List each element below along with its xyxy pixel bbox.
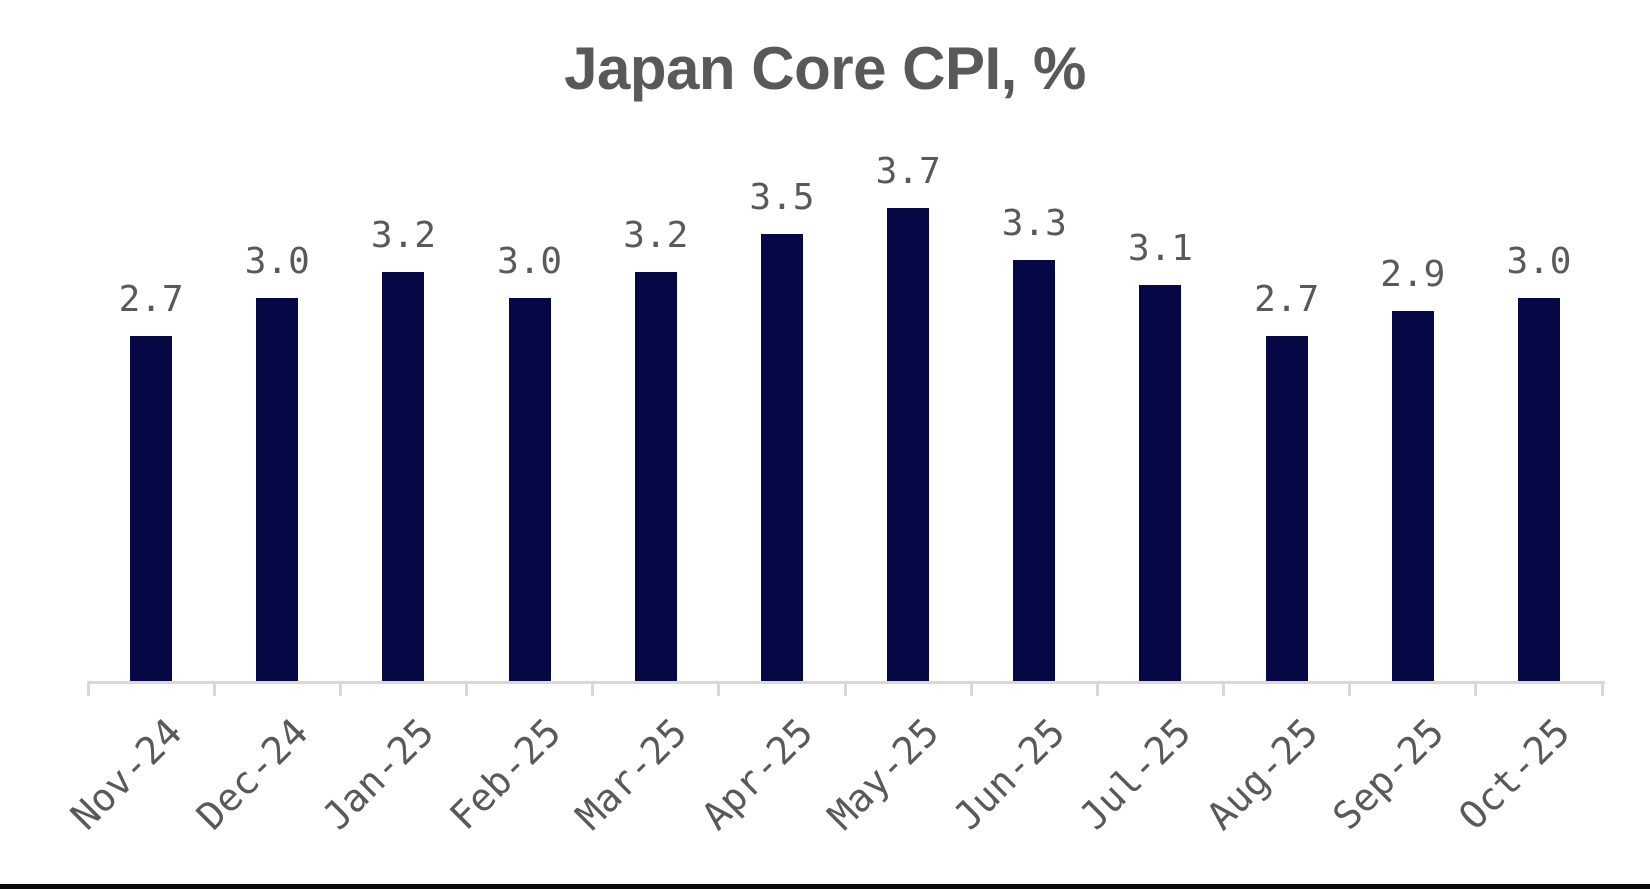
bar-value-label: 2.7 [118, 278, 184, 320]
bar [634, 272, 677, 682]
axis-tick [465, 681, 468, 696]
bar [1391, 311, 1434, 682]
x-axis-label: Feb-25 [440, 710, 570, 839]
bar-value-label: 3.2 [370, 214, 436, 256]
bar [760, 234, 803, 682]
bar-column: 3.7 [845, 0, 971, 682]
x-axis-label: Oct-25 [1449, 710, 1579, 839]
x-axis-label: Jan-25 [313, 710, 443, 839]
x-axis-label: Sep-25 [1323, 710, 1453, 839]
axis-tick [339, 681, 342, 696]
bar [1013, 260, 1056, 682]
bar-column: 3.3 [971, 0, 1097, 682]
bar [256, 298, 299, 682]
axis-tick [1096, 681, 1099, 696]
chart-title: Japan Core CPI, % [564, 35, 1086, 102]
axis-tick [87, 681, 90, 696]
x-axis-label: Jun-25 [944, 710, 1074, 839]
bar [887, 208, 930, 682]
bar-value-label: 3.0 [244, 240, 310, 282]
bar-value-label: 3.2 [623, 214, 689, 256]
bar-column: 2.7 [1224, 0, 1350, 682]
bar-column: 3.0 [214, 0, 340, 682]
bar [1265, 336, 1308, 682]
bar-value-label: 3.0 [497, 240, 563, 282]
bar-value-label: 2.7 [1254, 278, 1320, 320]
bar-column: 3.0 [467, 0, 593, 682]
axis-tick [1474, 681, 1477, 696]
axis-tick [1222, 681, 1225, 696]
x-axis-label: Nov-24 [61, 710, 191, 839]
axis-tick [591, 681, 594, 696]
x-axis-label: May-25 [818, 710, 948, 839]
axis-tick [844, 681, 847, 696]
x-axis-label: Apr-25 [692, 710, 822, 839]
bar-column: 3.0 [1476, 0, 1602, 682]
bar-column: 3.2 [340, 0, 466, 682]
bar-column: 2.9 [1350, 0, 1476, 682]
bar [1517, 298, 1560, 682]
axis-tick [213, 681, 216, 696]
bar-value-label: 3.5 [749, 176, 815, 218]
bottom-border [0, 884, 1650, 889]
axis-tick [717, 681, 720, 696]
axis-tick [1601, 681, 1604, 696]
bar [382, 272, 425, 682]
bar [1139, 285, 1182, 682]
axis-tick [970, 681, 973, 696]
x-axis-label: Aug-25 [1197, 710, 1327, 839]
bar-column: 3.5 [719, 0, 845, 682]
bar [130, 336, 173, 682]
x-axis-label: Mar-25 [566, 710, 696, 839]
bar-column: 3.1 [1097, 0, 1223, 682]
bar-value-label: 3.7 [875, 150, 941, 192]
bar-column: 2.7 [88, 0, 214, 682]
x-axis-label: Jul-25 [1070, 710, 1200, 839]
plot-area: 2.7 3.0 3.2 3.0 3.2 3.5 3.7 3.3 3.1 2.7 2.9 3.0 [88, 0, 1602, 682]
bar-value-label: 3.3 [1001, 202, 1067, 244]
x-axis-label: Dec-24 [187, 710, 317, 839]
bar-column: 3.2 [593, 0, 719, 682]
bar-value-label: 3.1 [1127, 227, 1193, 269]
bar [508, 298, 551, 682]
axis-tick [1348, 681, 1351, 696]
bar-value-label: 3.0 [1506, 240, 1572, 282]
bar-value-label: 2.9 [1380, 253, 1446, 295]
